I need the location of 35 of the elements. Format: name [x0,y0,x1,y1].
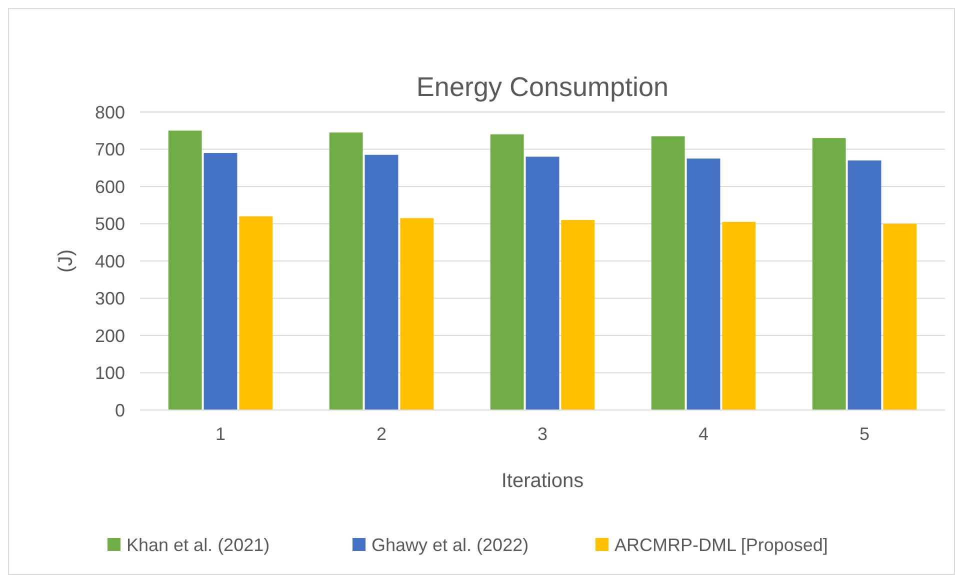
bar [722,222,756,410]
x-tick-label: 2 [376,424,387,444]
y-tick-label: 800 [94,102,125,122]
y-tick-label: 0 [114,400,125,420]
y-tick-label: 100 [94,363,125,384]
y-tick-label: 200 [94,326,125,346]
bar [651,136,685,410]
x-tick-label: 5 [859,424,870,444]
bar [686,158,720,410]
bar [239,216,273,410]
bar [400,218,434,410]
legend-label: Ghawy et al. (2022) [372,535,529,555]
chart-title: Energy Consumption [416,72,669,102]
bar [329,132,363,410]
x-tick-label: 3 [537,424,548,444]
bar [364,154,398,410]
y-tick-label: 300 [94,288,125,309]
y-axis-title: (J) [55,249,77,273]
legend-label: ARCMRP-DML [Proposed] [614,535,828,555]
bar [883,224,917,410]
bar [204,152,238,410]
y-tick-label: 700 [94,140,125,160]
bar [490,134,524,410]
x-tick-label: 1 [215,424,226,444]
y-tick-label: 400 [94,251,125,272]
bar [812,138,846,410]
bar [848,160,882,410]
bar [168,130,202,410]
legend-label: Khan et al. (2021) [126,535,270,555]
x-axis-title: Iterations [501,470,584,492]
bar [526,156,560,410]
bar [561,220,595,410]
y-tick-label: 600 [94,176,125,197]
y-tick-label: 500 [94,214,125,234]
x-tick-label: 4 [698,424,709,444]
